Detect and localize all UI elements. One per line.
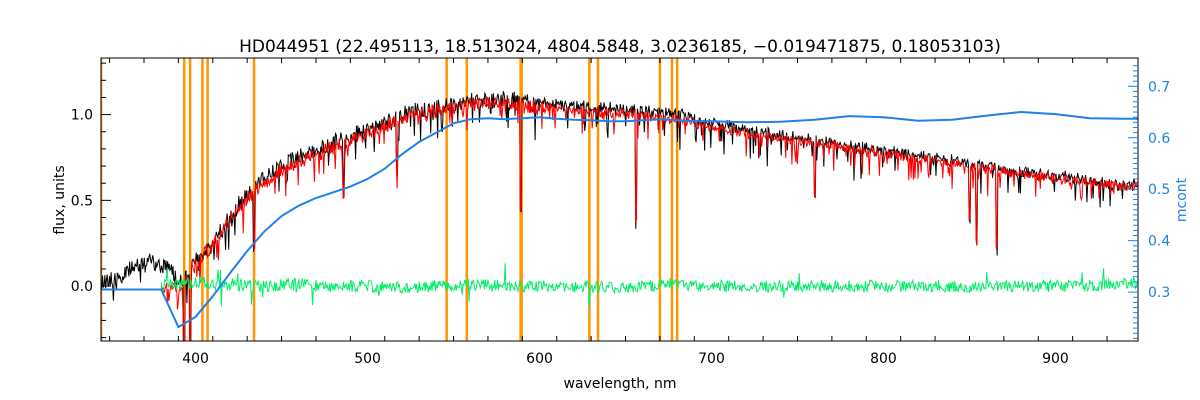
x-tick-label: 400	[182, 351, 209, 367]
mcont-line	[101, 110, 1138, 329]
x-tick-label: 600	[526, 351, 553, 367]
x-tick-label: 700	[698, 351, 725, 367]
x-axis-label: wavelength, nm	[564, 376, 677, 392]
plot-area	[101, 58, 1138, 341]
y2-tick-label: 0.3	[1148, 285, 1170, 301]
model-spectrum-line	[160, 95, 1138, 341]
y2-tick-label: 0.7	[1148, 79, 1170, 95]
chart-title: HD044951 (22.495113, 18.513024, 4804.584…	[239, 37, 1001, 57]
x-tick-label: 800	[870, 351, 897, 367]
y-tick-label: 0.0	[71, 279, 93, 295]
y2-tick-label: 0.6	[1148, 131, 1170, 147]
y2-tick-label: 0.4	[1148, 234, 1170, 250]
y2-tick-label: 0.5	[1148, 182, 1170, 198]
x-tick-label: 900	[1042, 351, 1069, 367]
axis-ticks: 400 500 600 700 800 900 0.0 0.5 1.0 0.3 0.4 0.5 0.6 0…	[71, 58, 1170, 367]
x-tick-label: 500	[354, 351, 381, 367]
y-axis-label: flux, units	[52, 165, 68, 234]
y-tick-label: 0.5	[71, 193, 93, 209]
y-tick-label: 1.0	[71, 108, 93, 124]
y2-axis-label: mcont	[1174, 177, 1190, 222]
residual-line	[160, 263, 1138, 308]
